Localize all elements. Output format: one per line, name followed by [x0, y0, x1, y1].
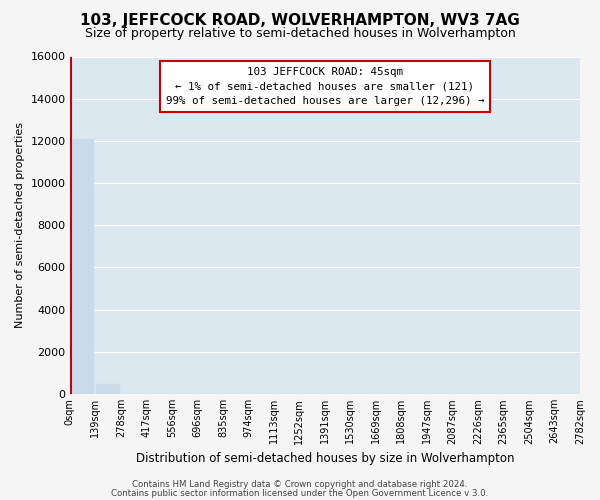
Text: Contains public sector information licensed under the Open Government Licence v : Contains public sector information licen… — [112, 488, 488, 498]
Text: 103, JEFFCOCK ROAD, WOLVERHAMPTON, WV3 7AG: 103, JEFFCOCK ROAD, WOLVERHAMPTON, WV3 7… — [80, 12, 520, 28]
X-axis label: Distribution of semi-detached houses by size in Wolverhampton: Distribution of semi-detached houses by … — [136, 452, 514, 465]
Text: Contains HM Land Registry data © Crown copyright and database right 2024.: Contains HM Land Registry data © Crown c… — [132, 480, 468, 489]
Text: 103 JEFFCOCK ROAD: 45sqm
← 1% of semi-detached houses are smaller (121)
99% of s: 103 JEFFCOCK ROAD: 45sqm ← 1% of semi-de… — [166, 66, 484, 106]
Bar — [71, 138, 94, 394]
Y-axis label: Number of semi-detached properties: Number of semi-detached properties — [15, 122, 25, 328]
Text: Size of property relative to semi-detached houses in Wolverhampton: Size of property relative to semi-detach… — [85, 28, 515, 40]
Bar — [97, 384, 120, 394]
